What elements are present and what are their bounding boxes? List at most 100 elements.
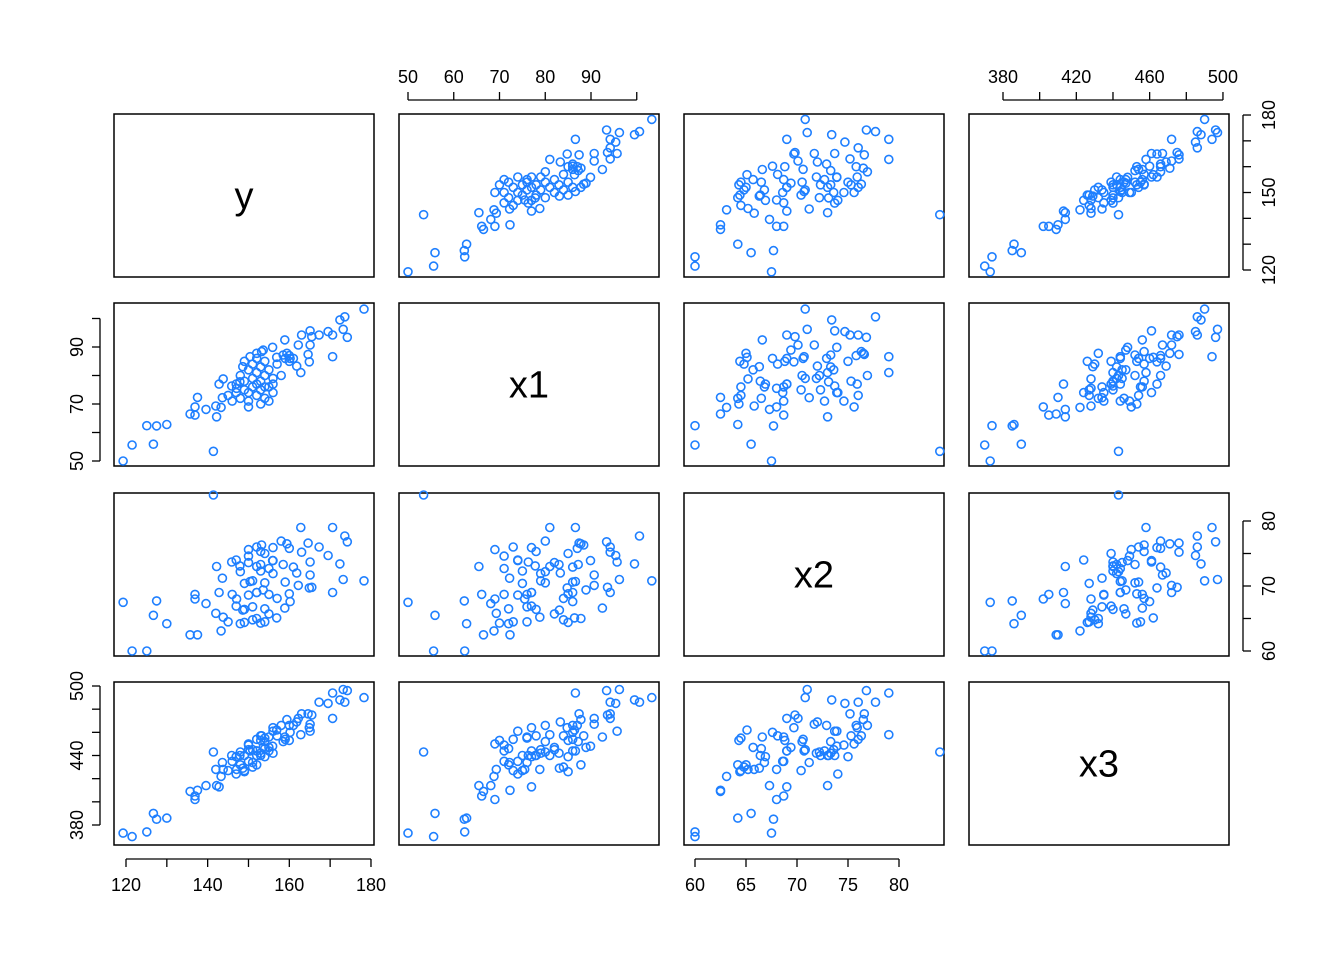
- data-point: [567, 727, 578, 738]
- data-point: [1139, 546, 1149, 557]
- data-point: [811, 373, 822, 384]
- data-point: [1009, 239, 1019, 249]
- data-point: [284, 735, 295, 746]
- data-point: [459, 827, 470, 837]
- data-point: [544, 522, 555, 533]
- data-point: [255, 566, 266, 576]
- data-point: [800, 304, 811, 314]
- data-point: [1161, 361, 1171, 371]
- data-point: [790, 710, 800, 720]
- data-point: [771, 794, 782, 805]
- data-point: [1126, 544, 1137, 555]
- data-point: [985, 597, 996, 608]
- data-point: [490, 739, 500, 749]
- data-point: [757, 732, 768, 742]
- data-point: [239, 766, 250, 777]
- data-point: [211, 561, 222, 572]
- data-point: [767, 161, 778, 171]
- data-point: [802, 324, 813, 335]
- data-point: [576, 759, 586, 770]
- x-tick-label-x2: 60: [685, 875, 705, 895]
- y-tick-label-x1: 90: [67, 337, 87, 357]
- data-point: [499, 746, 509, 756]
- x-tick-label-x3: 420: [1061, 67, 1091, 87]
- data-point: [190, 794, 200, 805]
- data-point: [291, 361, 302, 371]
- data-point: [634, 697, 645, 708]
- data-point: [1139, 346, 1149, 357]
- data-point: [295, 367, 306, 378]
- data-point: [768, 421, 779, 431]
- data-point: [1119, 603, 1129, 614]
- data-point: [295, 729, 306, 740]
- data-point: [732, 813, 743, 823]
- data-point: [476, 221, 487, 232]
- y-tick-label-x2: 60: [1259, 641, 1279, 661]
- data-point: [852, 722, 863, 733]
- data-point: [243, 557, 254, 568]
- data-point: [734, 399, 744, 409]
- data-point: [736, 177, 746, 187]
- x-tick-label-x1: 80: [535, 67, 555, 87]
- data-point: [766, 266, 777, 277]
- data-point: [798, 353, 808, 364]
- data-point: [1192, 126, 1203, 137]
- data-point: [192, 392, 203, 403]
- data-point: [840, 137, 850, 147]
- data-point: [809, 719, 820, 730]
- data-point: [840, 698, 850, 709]
- data-point: [540, 536, 551, 546]
- data-point: [211, 411, 222, 422]
- data-point: [259, 382, 270, 392]
- data-point: [831, 172, 842, 182]
- data-point: [1124, 551, 1135, 561]
- data-point: [781, 330, 792, 340]
- data-point: [218, 374, 228, 384]
- data-point: [503, 759, 514, 770]
- data-point: [251, 367, 262, 378]
- data-point: [314, 697, 324, 708]
- data-point: [563, 161, 573, 172]
- data-point: [768, 245, 779, 256]
- data-point: [1155, 543, 1166, 554]
- data-point: [305, 340, 315, 350]
- data-point: [1210, 536, 1221, 547]
- data-point: [208, 490, 219, 500]
- data-point: [831, 387, 842, 398]
- data-point: [555, 568, 566, 578]
- data-point: [819, 746, 830, 756]
- data-point: [1044, 410, 1054, 420]
- data-point: [540, 736, 551, 747]
- data-point: [535, 185, 546, 195]
- data-point: [985, 266, 996, 277]
- data-point: [781, 206, 792, 216]
- data-point: [829, 148, 840, 159]
- data-point: [1058, 206, 1069, 216]
- data-point: [534, 203, 545, 214]
- data-point: [288, 353, 299, 364]
- data-point: [732, 419, 743, 430]
- data-point: [264, 563, 274, 574]
- data-point: [589, 719, 600, 730]
- data-point: [461, 813, 472, 823]
- data-point: [1106, 356, 1116, 367]
- data-point: [218, 764, 228, 775]
- data-point: [790, 331, 800, 342]
- data-point: [839, 740, 849, 750]
- data-point: [1207, 522, 1217, 533]
- data-point: [490, 221, 500, 232]
- data-point: [793, 340, 803, 350]
- data-point: [208, 747, 219, 757]
- data-point: [1115, 353, 1126, 364]
- data-point: [736, 382, 746, 392]
- data-point: [314, 330, 324, 340]
- data-point: [247, 359, 258, 369]
- data-point: [1084, 200, 1094, 211]
- data-point: [772, 730, 783, 741]
- data-point: [519, 195, 530, 205]
- data-point: [223, 616, 233, 627]
- data-point: [288, 720, 299, 731]
- data-point: [505, 220, 515, 230]
- data-point: [485, 598, 496, 609]
- data-point: [142, 646, 152, 656]
